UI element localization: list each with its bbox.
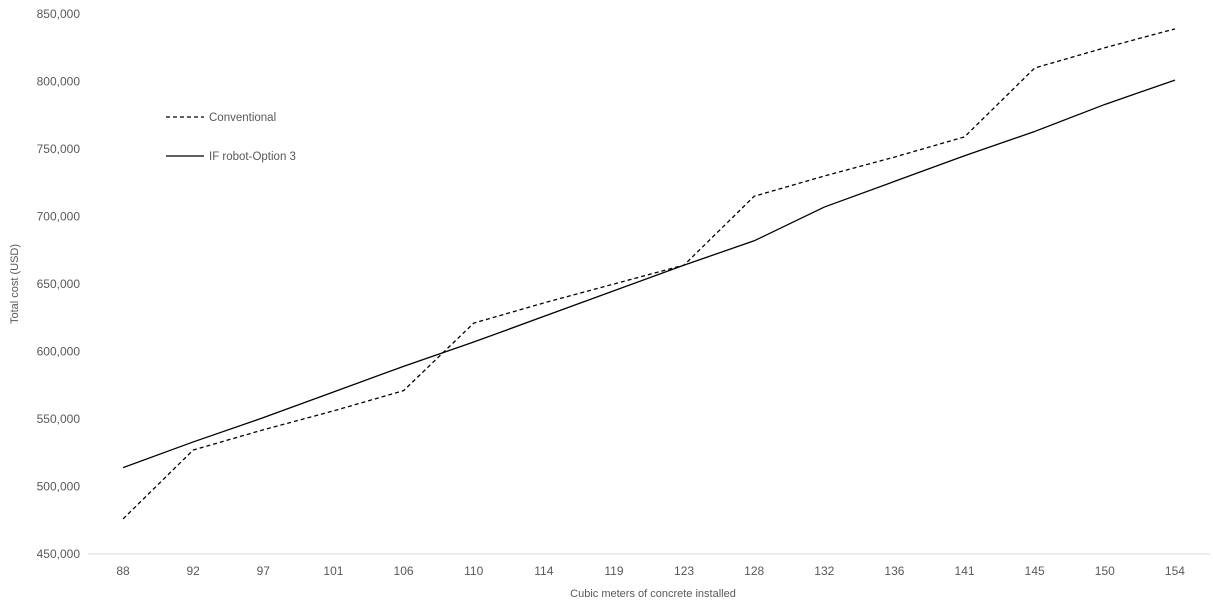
- x-axis-title: Cubic meters of concrete installed: [570, 588, 736, 600]
- x-axis-tick-labels: 88 92 97 101 106 110 114 119 123 128 132 136 141 145 1…: [116, 564, 1185, 578]
- y-axis-tick-labels: 450,000 500,000 550,000 600,000 650,000 700,0…: [37, 7, 81, 561]
- x-tick-label: 101: [323, 564, 343, 578]
- y-tick-label: 750,000: [37, 142, 81, 156]
- legend: Conventional IF robot-Option 3: [166, 112, 296, 163]
- x-tick-label: 136: [884, 564, 904, 578]
- y-tick-label: 450,000: [37, 547, 81, 561]
- x-tick-label: 92: [187, 564, 201, 578]
- x-tick-label: 123: [674, 564, 694, 578]
- x-tick-label: 114: [534, 564, 553, 578]
- series-layer: [122, 28, 1176, 520]
- y-tick-label: 700,000: [37, 210, 81, 224]
- x-tick-label: 132: [814, 564, 834, 578]
- y-tick-label: 500,000: [37, 480, 81, 494]
- series-line-conventional: [122, 28, 1176, 520]
- y-tick-label: 850,000: [37, 7, 81, 21]
- x-tick-label: 110: [464, 564, 483, 578]
- x-tick-label: 154: [1165, 564, 1185, 578]
- y-tick-label: 600,000: [37, 345, 81, 359]
- legend-label: IF robot-Option 3: [209, 151, 296, 163]
- x-tick-label: 97: [257, 564, 271, 578]
- y-tick-label: 800,000: [37, 75, 81, 89]
- legend-label: Conventional: [209, 112, 276, 124]
- y-tick-label: 550,000: [37, 412, 81, 426]
- x-tick-label: 145: [1025, 564, 1045, 578]
- y-tick-label: 650,000: [37, 277, 81, 291]
- series-line-if-robot-option-3: [122, 79, 1176, 469]
- x-tick-label: 106: [394, 564, 414, 578]
- x-tick-label: 119: [604, 564, 623, 578]
- x-tick-label: 88: [116, 564, 130, 578]
- x-tick-label: 150: [1095, 564, 1115, 578]
- x-tick-label: 141: [955, 564, 975, 578]
- x-tick-label: 128: [744, 564, 764, 578]
- y-axis-title: Total cost (USD): [9, 244, 21, 324]
